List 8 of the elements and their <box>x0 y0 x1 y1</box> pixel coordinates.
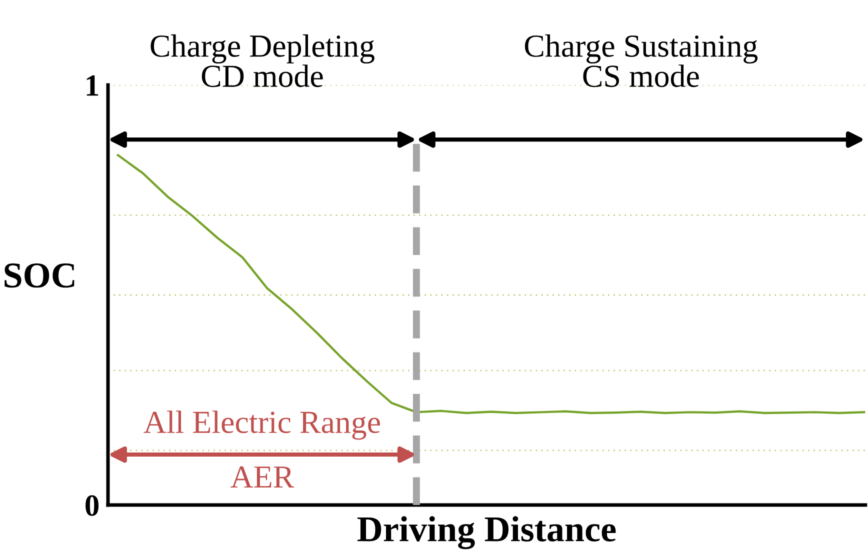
x-axis-title: Driving Distance <box>357 516 616 550</box>
annotation: Charge Sustaining CS mode <box>524 34 758 88</box>
y-axis-title: SOC <box>4 263 74 288</box>
annotation: All Electric Range <box>144 410 380 440</box>
y-tick-label: 0 <box>86 495 98 516</box>
annotation: AER <box>230 466 294 488</box>
y-tick-label: 1 <box>86 75 98 96</box>
annotation: Charge Depleting CD mode <box>150 34 374 88</box>
